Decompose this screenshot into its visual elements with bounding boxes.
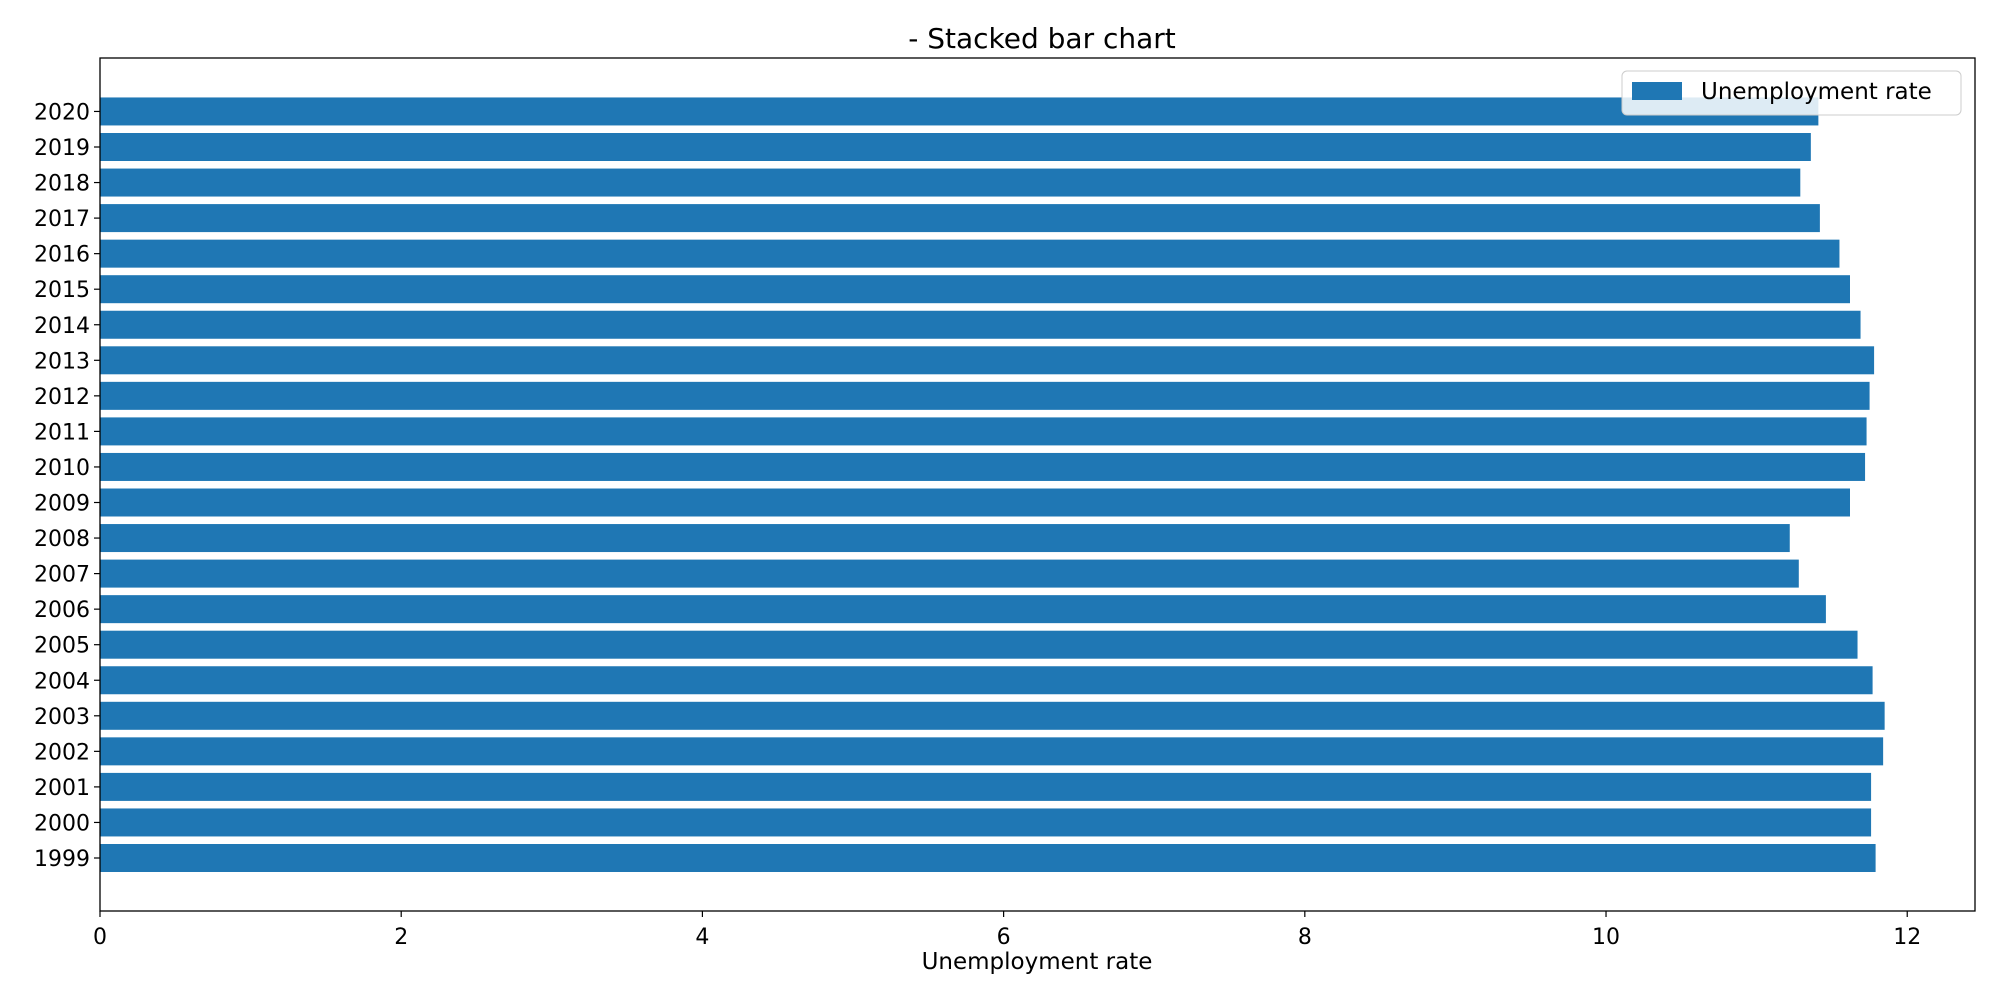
bar-2018: [100, 168, 1801, 197]
y-tick-label: 2001: [34, 776, 90, 801]
bar-2003: [100, 701, 1885, 730]
bar-2016: [100, 239, 1840, 268]
y-tick-label: 2014: [34, 314, 90, 339]
legend-swatch: [1632, 82, 1682, 100]
x-tick-label: 6: [997, 925, 1011, 950]
bar-2017: [100, 204, 1820, 233]
y-tick-label: 2017: [34, 207, 90, 232]
bar-2012: [100, 381, 1870, 410]
x-tick-label: 8: [1298, 925, 1312, 950]
y-tick-label: 2004: [34, 669, 90, 694]
y-tick-label: 2002: [34, 740, 90, 765]
x-tick-label: 2: [394, 925, 408, 950]
y-tick-label: 2011: [34, 420, 90, 445]
y-tick-label: 2012: [34, 385, 90, 410]
y-tick-label: 2000: [34, 811, 90, 836]
chart-title: - Stacked bar chart: [908, 22, 1176, 55]
bar-2005: [100, 630, 1858, 659]
x-tick-label: 4: [695, 925, 709, 950]
bar-2009: [100, 488, 1850, 517]
y-tick-label: 2018: [34, 172, 90, 197]
bar-2004: [100, 666, 1873, 695]
legend-label: Unemployment rate: [1701, 79, 1932, 105]
y-tick-label: 2016: [34, 243, 90, 268]
y-tick-label: 2005: [34, 634, 90, 659]
bar-2014: [100, 310, 1861, 339]
y-axis: 1999 2000 2001 2002 2003 2004 2005 2006 2007 2008…: [34, 100, 100, 872]
plot-frame: [99, 57, 1976, 912]
y-tick-label: 2013: [34, 349, 90, 374]
bar-2015: [100, 275, 1850, 304]
bar-2000: [100, 808, 1872, 837]
y-tick-label: 2003: [34, 705, 90, 730]
bar-2011: [100, 417, 1867, 446]
legend: Unemployment rate: [1621, 70, 1962, 116]
x-tick-label: 10: [1592, 925, 1620, 950]
bar-2013: [100, 346, 1875, 375]
bar-2007: [100, 559, 1799, 588]
y-tick-label: 2009: [34, 492, 90, 517]
y-tick-label: 2007: [34, 563, 90, 588]
bar-2008: [100, 524, 1790, 553]
legend-box: [1621, 70, 1962, 116]
bar-2019: [100, 133, 1811, 161]
bar-2020: [100, 97, 1819, 126]
bar-2006: [100, 595, 1826, 624]
y-tick-label: 1999: [34, 847, 90, 872]
bar-2002: [100, 737, 1884, 766]
y-tick-label: 2008: [34, 527, 90, 552]
x-axis: 0 2 4 6 8 10 12: [93, 911, 1921, 950]
y-tick-label: 2019: [34, 136, 90, 161]
y-tick-label: 2006: [34, 598, 90, 623]
y-tick-label: 2010: [34, 456, 90, 481]
bars-group: [100, 97, 1885, 872]
x-tick-label: 12: [1893, 925, 1921, 950]
x-tick-label: 0: [93, 925, 107, 950]
bar-2010: [100, 452, 1866, 481]
bar-1999: [100, 844, 1876, 872]
y-tick-label: 2015: [34, 278, 90, 303]
x-axis-label: Unemployment rate: [922, 949, 1153, 975]
bar-2001: [100, 772, 1872, 801]
y-tick-label: 2020: [34, 100, 90, 125]
